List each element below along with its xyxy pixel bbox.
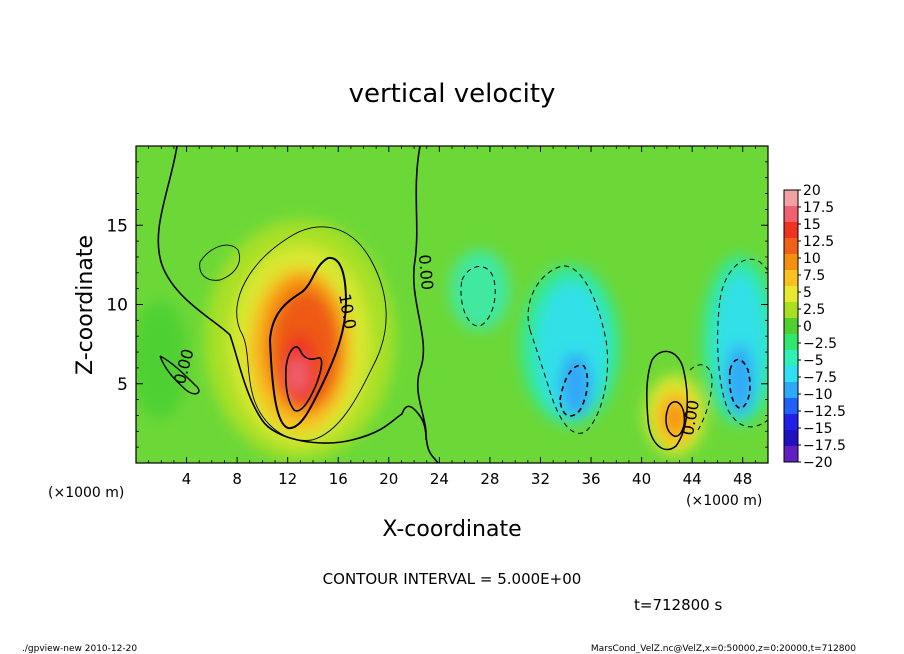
zero-contour <box>157 146 439 463</box>
x-tick-label: 8 <box>232 470 242 488</box>
ten-contour <box>268 256 348 430</box>
x-tick-label: 36 <box>581 470 600 488</box>
field-lobe <box>450 250 510 330</box>
colorbar-label: −17.5 <box>803 438 846 454</box>
negative-contour <box>689 364 713 431</box>
colorbar-label: −5 <box>803 353 824 369</box>
colorbar-swatch <box>784 286 798 303</box>
zero-contour <box>413 146 427 441</box>
y-ticks: 5 10 15 <box>106 161 768 448</box>
chart-title: vertical velocity <box>349 79 556 109</box>
x-tick-label: 32 <box>531 470 550 488</box>
colorbar-swatch <box>784 414 798 431</box>
colorbar-swatch <box>784 446 798 463</box>
colorbar-swatch <box>784 302 798 319</box>
five-contour <box>646 350 689 451</box>
x-axis-label: X-coordinate <box>382 517 521 542</box>
colorbar-label: −12.5 <box>803 404 846 420</box>
colorbar-swatch <box>784 190 798 207</box>
contours <box>157 146 768 463</box>
colorbar-label: −7.5 <box>803 370 837 386</box>
colorbar-label: −15 <box>803 421 833 437</box>
x-unit-right: (×1000 m) <box>686 493 762 509</box>
contour-label: 0.00 <box>415 254 437 291</box>
contour-interval: CONTOUR INTERVAL = 5.000E+00 <box>323 570 582 588</box>
negative-contour <box>717 258 768 428</box>
x-tick-label: 28 <box>480 470 499 488</box>
y-axis-label: Z-coordinate <box>73 235 98 375</box>
x-tick-label: 16 <box>329 470 348 488</box>
x-tick-label: 40 <box>632 470 651 488</box>
colorbar-swatch <box>784 206 798 223</box>
colorbar-label: −2.5 <box>803 336 837 352</box>
negative-contour <box>728 358 751 409</box>
colorbar-swatch <box>784 334 798 351</box>
x-tick-label: 12 <box>278 470 297 488</box>
colorbar-label: 2.5 <box>803 302 825 318</box>
field-lobe <box>665 403 685 433</box>
ten-contour <box>665 401 686 437</box>
colorbar-label: 7.5 <box>803 268 825 284</box>
y-tick-label: 15 <box>106 216 128 236</box>
negative-contour <box>527 265 609 434</box>
x-ticks: 4 8 12 16 20 24 28 32 36 40 44 48 <box>148 146 756 488</box>
colorbar-swatch <box>784 398 798 415</box>
colorbar-label: 15 <box>803 217 821 233</box>
x-tick-label: 24 <box>430 470 449 488</box>
colorbar-label: −10 <box>803 387 833 403</box>
x-tick-label: 20 <box>379 470 398 488</box>
x-tick-label: 48 <box>733 470 752 488</box>
five-contour <box>236 226 387 441</box>
x-tick-label: 44 <box>683 470 702 488</box>
field-lobe <box>288 355 308 395</box>
y-tick-label: 5 <box>117 375 128 395</box>
colorbar-label: 10 <box>803 251 821 267</box>
y-tick-label: 10 <box>106 296 128 316</box>
colorbar-swatch <box>784 318 798 335</box>
colorbar: 2017.51512.5107.552.50−2.5−5−7.5−10−12.5… <box>783 183 846 471</box>
zero-contour <box>159 355 200 395</box>
colorbar-swatch <box>784 350 798 367</box>
footer-left: ./gpview-new 2010-12-20 <box>22 644 137 654</box>
negative-contour <box>559 364 589 417</box>
colorbar-label: 20 <box>803 183 821 199</box>
colorbar-swatch <box>784 254 798 271</box>
time-stamp: t=712800 s <box>634 596 722 614</box>
colorbar-swatch <box>784 238 798 255</box>
negative-contour <box>460 266 496 327</box>
colorbar-label: 12.5 <box>803 234 834 250</box>
colorbar-label: 0 <box>803 319 812 335</box>
x-unit-left: (×1000 m) <box>48 485 124 501</box>
five-contour <box>199 244 240 281</box>
colorbar-swatch <box>784 382 798 399</box>
x-tick-label: 4 <box>182 470 192 488</box>
colorbar-swatch <box>784 430 798 447</box>
colorbar-label: 5 <box>803 285 812 301</box>
colorbar-swatch <box>784 366 798 383</box>
field-blobs <box>136 220 768 460</box>
fifteen-contour <box>285 346 323 412</box>
colorbar-label: −20 <box>803 455 833 471</box>
colorbar-swatch <box>784 270 798 287</box>
colorbar-swatch <box>784 222 798 239</box>
footer-right: MarsCond_VelZ.nc@VelZ,x=0:50000,z=0:2000… <box>591 644 856 654</box>
colorbar-label: 17.5 <box>803 200 834 216</box>
